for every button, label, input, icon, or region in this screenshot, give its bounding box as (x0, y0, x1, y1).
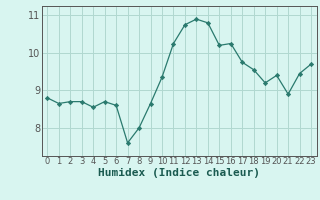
X-axis label: Humidex (Indice chaleur): Humidex (Indice chaleur) (98, 168, 260, 178)
